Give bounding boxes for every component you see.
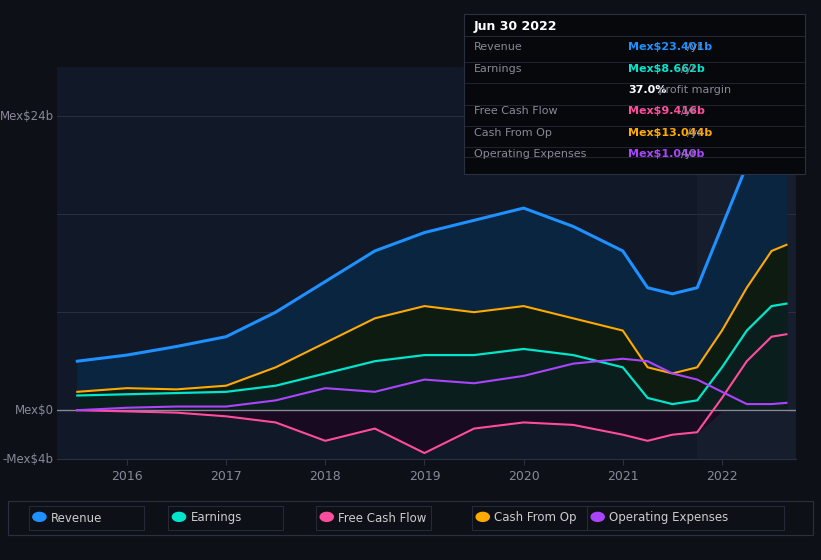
- Text: Mex$23.401b: Mex$23.401b: [628, 43, 712, 53]
- Text: Earnings: Earnings: [190, 511, 242, 525]
- Text: /yr: /yr: [686, 43, 702, 53]
- Text: Operating Expenses: Operating Expenses: [474, 149, 586, 159]
- Text: /yr: /yr: [681, 106, 696, 116]
- Text: Cash From Op: Cash From Op: [494, 511, 576, 525]
- Text: profit margin: profit margin: [654, 85, 731, 95]
- Text: Earnings: Earnings: [474, 64, 522, 74]
- Text: Mex$13.044b: Mex$13.044b: [628, 128, 713, 138]
- Text: Free Cash Flow: Free Cash Flow: [338, 511, 427, 525]
- Bar: [697, 67, 796, 459]
- Text: Mex$9.416b: Mex$9.416b: [628, 106, 705, 116]
- Text: Revenue: Revenue: [51, 511, 103, 525]
- Text: /yr: /yr: [681, 149, 696, 159]
- Text: Revenue: Revenue: [474, 43, 522, 53]
- Text: Jun 30 2022: Jun 30 2022: [474, 20, 557, 32]
- Text: Mex$24b: Mex$24b: [0, 110, 54, 123]
- Text: Mex$0: Mex$0: [15, 404, 54, 417]
- Text: Free Cash Flow: Free Cash Flow: [474, 106, 557, 116]
- Text: -Mex$4b: -Mex$4b: [2, 452, 54, 466]
- Text: Mex$8.662b: Mex$8.662b: [628, 64, 704, 74]
- Text: Mex$1.040b: Mex$1.040b: [628, 149, 704, 159]
- Text: /yr: /yr: [686, 128, 702, 138]
- Text: /yr: /yr: [681, 64, 696, 74]
- Text: 37.0%: 37.0%: [628, 85, 667, 95]
- Text: Cash From Op: Cash From Op: [474, 128, 552, 138]
- Text: Operating Expenses: Operating Expenses: [609, 511, 728, 525]
